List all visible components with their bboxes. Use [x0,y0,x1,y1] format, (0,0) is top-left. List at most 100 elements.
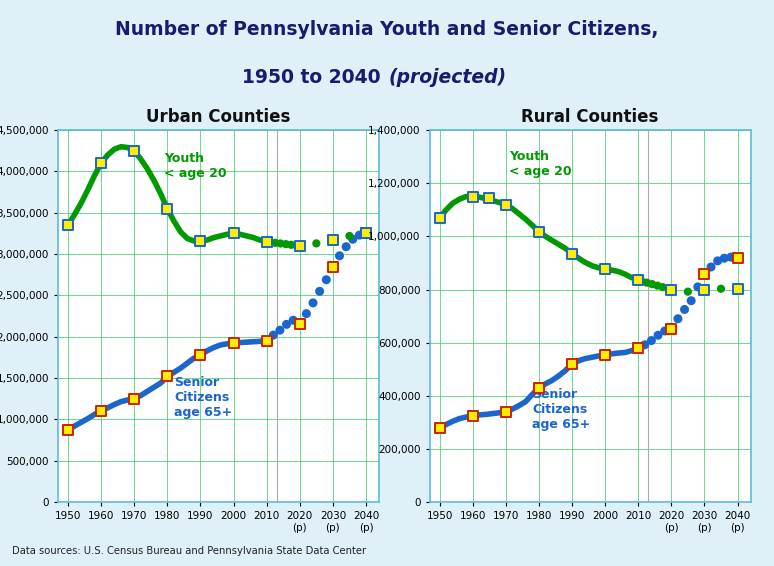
Point [599,264,611,273]
Point [334,251,346,260]
Point [360,229,372,238]
Point [360,229,372,238]
Point [95,406,108,415]
Text: Senior
Citizens
age 65+: Senior Citizens age 65+ [533,388,591,431]
Point [533,227,545,236]
Point [665,325,677,334]
Point [731,284,744,293]
Point [599,350,611,359]
Point [656,282,669,291]
Point [665,285,677,294]
Point [327,262,339,271]
Point [62,221,74,230]
Point [678,305,690,314]
Point [62,426,74,435]
Text: Youth
< age 20: Youth < age 20 [509,150,572,178]
Point [731,253,744,262]
Text: Data sources: U.S. Census Bureau and Pennsylvania State Data Center: Data sources: U.S. Census Bureau and Pen… [12,546,366,556]
Point [310,239,323,248]
Point [467,411,479,420]
Point [307,298,319,307]
Point [347,235,359,244]
Point [360,229,372,238]
Point [682,287,694,296]
Point [327,235,339,244]
Point [280,320,293,329]
Point [632,344,645,353]
Point [293,320,306,329]
Point [662,284,674,293]
Point [533,383,545,392]
Point [714,284,727,293]
Point [665,325,677,334]
Point [665,285,677,294]
Point [300,309,313,318]
Point [313,287,326,296]
Point [293,241,306,250]
Point [698,286,711,295]
Point [261,336,273,345]
Point [320,275,333,284]
Point [467,192,479,201]
Point [194,350,207,359]
Point [275,239,287,248]
Point [646,336,658,345]
Point [566,359,578,368]
Point [95,158,108,168]
Point [685,296,697,305]
Point [279,239,292,248]
Point [353,230,365,239]
Point [194,237,207,246]
Point [274,325,286,335]
Point [293,320,306,329]
Point [360,229,372,238]
Point [705,263,717,272]
Point [264,238,276,247]
Point [731,253,744,262]
Point [698,269,711,278]
Point [651,281,663,290]
Point [161,204,173,213]
Point [692,282,704,291]
Point [285,241,297,250]
Point [128,147,140,156]
Text: 1950 to 2040: 1950 to 2040 [241,68,387,87]
Point [290,241,303,250]
Point [698,286,711,295]
Text: Senior
Citizens
age 65+: Senior Citizens age 65+ [174,376,232,419]
Point [499,200,512,209]
Point [343,231,355,241]
Point [566,249,578,258]
Point [128,394,140,403]
Point [499,407,512,416]
Point [261,237,273,246]
Point [433,213,446,222]
Point [639,340,651,349]
Point [267,331,279,340]
Point [672,314,684,323]
Point [287,316,300,325]
Point [652,331,664,340]
Title: Rural Counties: Rural Counties [522,108,659,126]
Text: Youth
< age 20: Youth < age 20 [164,152,227,180]
Text: Number of Pennsylvania Youth and Senior Citizens,: Number of Pennsylvania Youth and Senior … [115,20,659,39]
Point [659,327,671,336]
Point [269,238,282,247]
Point [228,339,240,348]
Point [327,235,339,244]
Point [632,276,645,285]
Point [327,262,339,271]
Point [635,277,648,286]
Point [698,269,711,278]
Title: Urban Counties: Urban Counties [146,108,291,126]
Point [340,242,352,251]
Point [641,278,653,287]
Point [483,194,495,203]
Point [724,252,737,261]
Point [161,372,173,381]
Point [293,241,306,250]
Point [711,256,724,265]
Point [718,254,731,263]
Text: (projected): (projected) [389,68,507,87]
Point [731,284,744,293]
